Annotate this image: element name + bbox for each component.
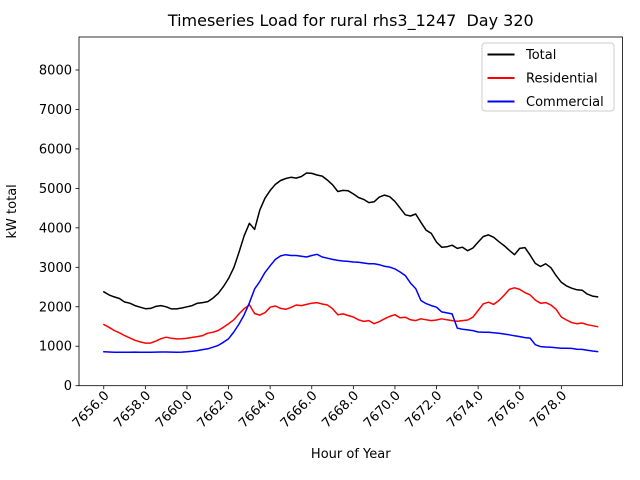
- series-line-total: [103, 172, 599, 310]
- legend-label-residential: Residential: [526, 72, 598, 87]
- x-tick-label: 7670.0: [361, 388, 404, 431]
- x-tick-label: 7662.0: [195, 388, 238, 431]
- x-tick-label: 7672.0: [403, 388, 446, 431]
- x-tick-label: 7658.0: [111, 388, 154, 431]
- x-axis-label: Hour of Year: [311, 447, 391, 462]
- series-line-commercial: [103, 253, 599, 353]
- series-line-residential: [103, 287, 599, 344]
- x-tick-label: 7668.0: [319, 388, 362, 431]
- y-tick-label: 4000: [39, 221, 72, 236]
- y-tick-label: 6000: [39, 142, 72, 157]
- x-tick-label: 7676.0: [486, 388, 529, 431]
- data-lines: [103, 172, 599, 353]
- legend: Total Residential Commercial: [481, 42, 615, 112]
- x-tick-label: 7664.0: [236, 388, 279, 431]
- x-tick-label: 7660.0: [153, 388, 196, 431]
- legend-box: [481, 42, 615, 112]
- y-tick-label: 1000: [39, 340, 72, 355]
- axis-ticks: 7656.07658.07660.07662.07664.07666.07668…: [39, 63, 570, 431]
- legend-label-total: Total: [525, 48, 556, 63]
- x-tick-label: 7674.0: [444, 388, 487, 431]
- plot-area: [78, 36, 623, 387]
- chart-title: Timeseries Load for rural rhs3_1247 Day …: [167, 11, 534, 31]
- x-tick-label: 7656.0: [70, 388, 113, 431]
- y-tick-label: 0: [64, 379, 72, 394]
- x-tick-label: 7666.0: [278, 388, 321, 431]
- y-axis-label: kW total: [5, 184, 20, 238]
- y-tick-label: 3000: [39, 261, 72, 276]
- x-tick-label: 7678.0: [527, 388, 570, 431]
- y-tick-label: 5000: [39, 182, 72, 197]
- y-tick-label: 7000: [39, 103, 72, 118]
- y-tick-label: 8000: [39, 63, 72, 78]
- y-tick-label: 2000: [39, 300, 72, 315]
- legend-label-commercial: Commercial: [526, 95, 604, 110]
